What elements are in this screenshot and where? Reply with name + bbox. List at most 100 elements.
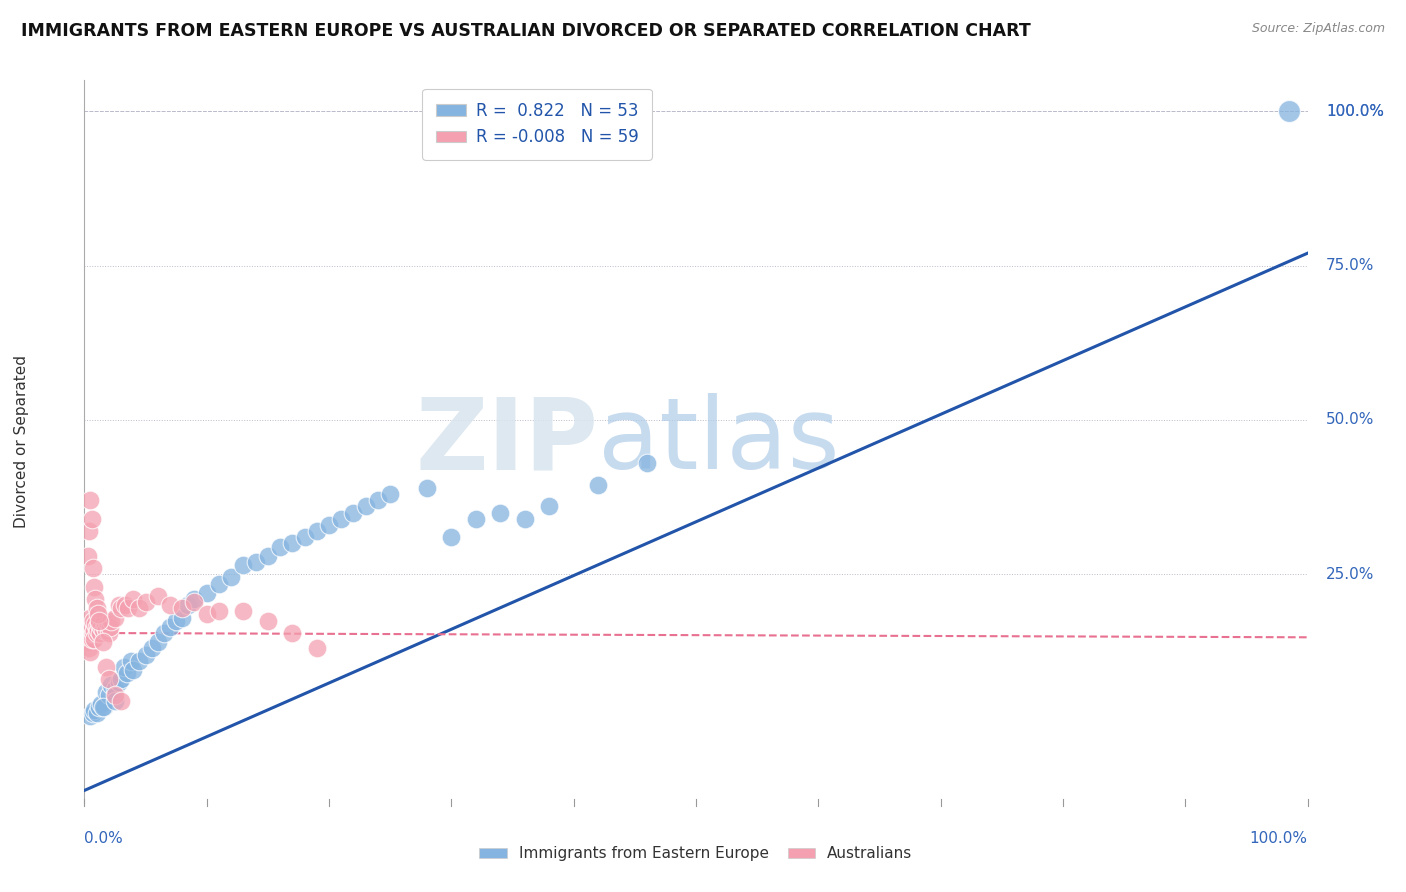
Point (128, 654, 150, 668)
Point (100, 614, 122, 628)
Point (177, 598, 200, 612)
Point (91, 700, 114, 714)
Point (104, 688, 127, 702)
Point (89, 626, 111, 640)
Point (87, 616, 110, 631)
Text: ZIP: ZIP (415, 393, 598, 490)
Point (93, 700, 115, 714)
Text: Divorced or Separated: Divorced or Separated (14, 355, 30, 528)
Point (1278, 104, 1301, 119)
Point (84, 592, 107, 607)
Point (79, 610, 101, 624)
Point (77, 524, 100, 538)
Legend: Immigrants from Eastern Europe, Australians: Immigrants from Eastern Europe, Australi… (474, 840, 918, 867)
Point (80, 512, 103, 526)
Point (86, 626, 108, 640)
Point (195, 586, 218, 600)
Point (83, 703, 105, 717)
Point (489, 506, 512, 520)
Text: atlas: atlas (598, 393, 839, 490)
Point (159, 598, 181, 612)
Point (97, 626, 120, 640)
Point (91, 635, 114, 649)
Point (86, 620, 108, 634)
Text: 25.0%: 25.0% (1326, 566, 1374, 582)
Point (107, 598, 129, 612)
Point (330, 512, 353, 526)
Point (87, 700, 110, 714)
Point (82, 561, 104, 575)
Text: IMMIGRANTS FROM EASTERN EUROPE VS AUSTRALIAN DIVORCED OR SEPARATED CORRELATION C: IMMIGRANTS FROM EASTERN EUROPE VS AUSTRA… (21, 22, 1031, 40)
Point (354, 500, 377, 514)
Point (94, 620, 117, 634)
Point (82, 614, 104, 628)
Point (195, 607, 218, 622)
Text: 50.0%: 50.0% (1326, 412, 1374, 427)
Point (153, 626, 176, 640)
Point (380, 487, 402, 501)
Point (80, 632, 103, 647)
Point (232, 558, 254, 572)
Point (90, 620, 112, 634)
Point (281, 626, 304, 640)
Point (232, 604, 254, 618)
Point (104, 610, 127, 624)
Point (110, 673, 132, 687)
Point (77, 635, 100, 649)
Point (93, 614, 115, 628)
Point (146, 589, 169, 603)
Point (83, 623, 105, 637)
Point (79, 493, 101, 508)
Point (219, 570, 242, 584)
Point (135, 595, 157, 609)
Point (636, 456, 658, 470)
Point (80, 620, 103, 634)
Text: 100.0%: 100.0% (1250, 830, 1308, 846)
Point (135, 648, 157, 662)
Point (342, 506, 364, 520)
Point (79, 644, 101, 658)
Text: 100.0%: 100.0% (1326, 103, 1384, 119)
Point (86, 706, 108, 721)
Text: 75.0%: 75.0% (1326, 258, 1374, 273)
Point (122, 592, 145, 607)
Point (87, 607, 110, 622)
Point (141, 641, 163, 656)
Point (159, 620, 181, 634)
Point (110, 601, 132, 615)
Point (77, 549, 100, 563)
Point (538, 500, 561, 514)
Text: Source: ZipAtlas.com: Source: ZipAtlas.com (1251, 22, 1385, 36)
Point (87, 614, 110, 628)
Point (440, 530, 463, 544)
Point (104, 681, 127, 696)
Point (305, 524, 328, 538)
Point (183, 595, 205, 609)
Point (208, 576, 231, 591)
Point (165, 614, 187, 628)
Point (257, 614, 280, 628)
Point (245, 555, 267, 569)
Point (100, 678, 122, 692)
Point (97, 616, 120, 631)
Point (82, 626, 104, 640)
Point (96, 684, 118, 698)
Point (83, 580, 105, 594)
Point (112, 660, 135, 674)
Point (83, 632, 105, 647)
Point (79, 709, 101, 723)
Point (513, 512, 536, 526)
Point (96, 660, 118, 674)
Text: 0.0%: 0.0% (84, 830, 124, 846)
Point (96, 623, 118, 637)
Point (269, 540, 291, 554)
Point (172, 601, 194, 615)
Point (91, 623, 114, 637)
Point (97, 673, 120, 687)
Point (114, 598, 136, 612)
Point (122, 663, 145, 677)
Point (110, 694, 132, 708)
Point (120, 654, 142, 668)
Point (97, 688, 120, 702)
Point (128, 601, 150, 615)
